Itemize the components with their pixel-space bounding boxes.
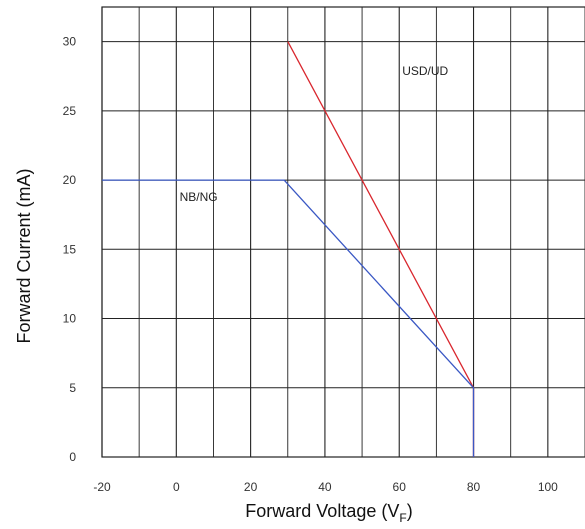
y-tick-label: 10 bbox=[63, 312, 77, 326]
y-tick-label: 15 bbox=[63, 242, 77, 256]
x-tick-label: 60 bbox=[393, 480, 407, 494]
series-line-nb-ng bbox=[102, 179, 475, 457]
x-tick-label: 0 bbox=[173, 480, 180, 494]
y-tick-label: 5 bbox=[69, 381, 76, 395]
annotation-layer: USD/UD NB/NG bbox=[180, 64, 449, 204]
series-layer bbox=[102, 41, 475, 457]
y-tick-label: 30 bbox=[63, 35, 77, 49]
x-tick-label: 20 bbox=[244, 480, 258, 494]
x-axis-title: Forward Voltage (VF) bbox=[245, 501, 412, 525]
tick-layer: -20 0 20 40 60 80 100 0 5 10 15 20 25 30 bbox=[63, 35, 559, 494]
series-label: USD/UD bbox=[402, 64, 448, 78]
grid bbox=[101, 7, 585, 458]
x-tick-label: 100 bbox=[538, 480, 558, 494]
series-label: NB/NG bbox=[180, 190, 218, 204]
x-tick-label: 80 bbox=[467, 480, 481, 494]
y-tick-label: 0 bbox=[69, 450, 76, 464]
y-tick-label: 20 bbox=[63, 173, 77, 187]
x-tick-label: -20 bbox=[93, 480, 111, 494]
x-tick-label: 40 bbox=[318, 480, 332, 494]
y-tick-label: 25 bbox=[63, 104, 77, 118]
plot-frame bbox=[101, 6, 585, 458]
y-axis-title: Forward Current (mA) bbox=[14, 168, 34, 343]
